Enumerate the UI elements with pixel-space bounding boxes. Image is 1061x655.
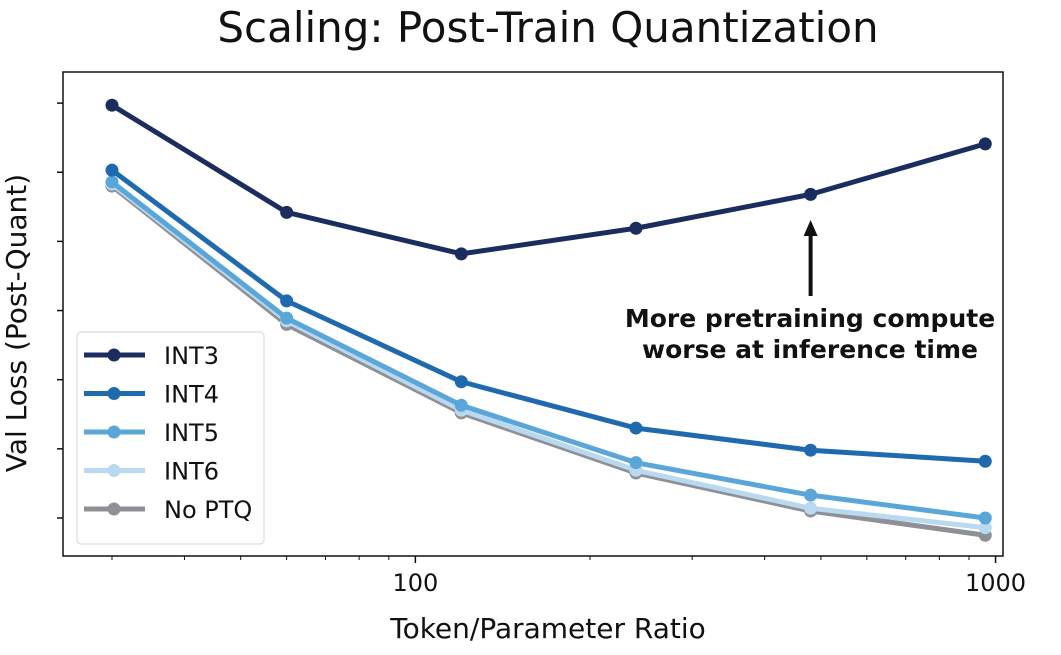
annotation-line-1: More pretraining compute [625, 304, 995, 333]
data-point [105, 98, 119, 112]
legend-marker [107, 502, 121, 516]
legend-label: No PTQ [164, 496, 252, 524]
data-point [629, 456, 643, 470]
series-int3 [105, 98, 992, 261]
x-tick-label: 1000 [965, 569, 1026, 597]
series-line [110, 103, 986, 257]
legend-box [76, 331, 265, 545]
data-point [105, 175, 119, 189]
data-point [804, 443, 818, 457]
data-point [629, 221, 643, 235]
legend-marker [107, 387, 121, 400]
legend-label: INT5 [164, 419, 219, 447]
data-point [804, 501, 818, 515]
data-point [804, 488, 818, 502]
data-point [629, 421, 643, 435]
series-int5 [105, 175, 992, 525]
data-point [978, 137, 992, 151]
legend-item: INT3 [84, 342, 219, 370]
legend-item: INT4 [84, 381, 219, 409]
data-point [280, 205, 294, 219]
data-point [978, 454, 992, 468]
annotation-arrow-head [803, 220, 818, 236]
legend-label: INT6 [164, 458, 219, 486]
annotation: More pretraining compute worse at infere… [625, 220, 995, 364]
y-axis-label: Val Loss (Post-Quant) [0, 174, 33, 472]
legend-marker [107, 464, 121, 477]
legend-marker [107, 425, 121, 439]
x-tick-label: 100 [392, 569, 438, 597]
data-point [454, 375, 468, 389]
series-line [110, 168, 986, 464]
data-point [280, 294, 294, 308]
plot-frame [62, 71, 1004, 557]
data-point [978, 521, 992, 535]
legend-item: No PTQ [84, 496, 252, 524]
data-point [804, 187, 818, 201]
annotation-line-2: worse at inference time [642, 335, 978, 364]
x-axis-label: Token/Parameter Ratio [389, 612, 706, 645]
series-int4 [105, 163, 992, 468]
legend-marker [107, 348, 121, 362]
data-point [105, 163, 119, 177]
data-point [978, 511, 992, 525]
legend-label: INT4 [164, 381, 219, 409]
series-line [110, 184, 986, 538]
data-point [454, 398, 468, 412]
legend-label: INT3 [164, 342, 219, 370]
chart-title: Scaling: Post-Train Quantization [217, 3, 878, 52]
series-line [110, 179, 986, 521]
data-point [280, 311, 294, 325]
legend: INT3 INT4 INT5 INT6 No PTQ [76, 331, 265, 545]
legend-item: INT5 [84, 419, 219, 447]
legend-item: INT6 [84, 458, 219, 486]
data-point [454, 247, 468, 261]
